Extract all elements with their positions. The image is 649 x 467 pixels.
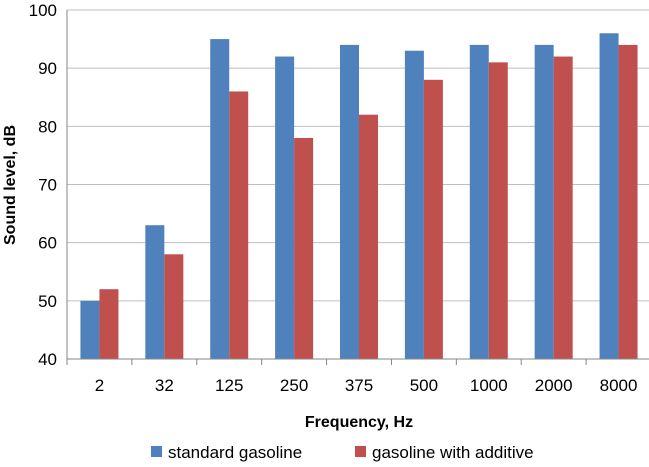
bar-standard-gasoline-250 <box>275 56 295 360</box>
y-axis-title: Sound level, dB <box>2 125 19 245</box>
bar-standard-gasoline-2 <box>80 300 100 359</box>
y-tick-label: 40 <box>38 350 57 369</box>
y-tick-label: 60 <box>38 234 57 253</box>
bar-gasoline-with-additive-2 <box>99 289 119 359</box>
bar-gasoline-with-additive-375 <box>359 114 378 359</box>
bar-standard-gasoline-8000 <box>599 33 619 360</box>
y-tick-labels: 40 50 60 70 80 90 100 <box>29 1 57 369</box>
y-tick-label: 100 <box>29 1 57 20</box>
bar-gasoline-with-additive-500 <box>423 79 443 360</box>
y-tick-label: 50 <box>38 292 57 311</box>
legend-label-gasoline-with-additive: gasoline with additive <box>372 443 534 462</box>
y-tick-label: 70 <box>38 176 57 195</box>
x-tick-label: 8000 <box>600 376 638 395</box>
bars <box>80 33 638 360</box>
x-tick-label: 375 <box>345 376 373 395</box>
bar-gasoline-with-additive-1000 <box>488 62 508 359</box>
bar-gasoline-with-additive-125 <box>229 91 249 359</box>
x-tick-label: 32 <box>155 376 174 395</box>
bar-gasoline-with-additive-2000 <box>553 56 573 360</box>
y-tick-label: 90 <box>38 59 57 78</box>
x-tick-label: 2000 <box>535 376 573 395</box>
bar-gasoline-with-additive-250 <box>294 137 314 359</box>
x-tick-label: 500 <box>410 376 438 395</box>
x-axis-title: Frequency, Hz <box>305 414 413 431</box>
legend-label-standard-gasoline: standard gasoline <box>168 443 302 462</box>
bar-standard-gasoline-2000 <box>534 44 554 360</box>
bar-standard-gasoline-125 <box>210 39 230 359</box>
bar-gasoline-with-additive-8000 <box>618 44 638 360</box>
y-tick-label: 80 <box>38 117 57 136</box>
bar-standard-gasoline-32 <box>145 225 165 359</box>
bar-gasoline-with-additive-32 <box>164 254 184 359</box>
legend: standard gasoline gasoline with additive <box>151 443 534 462</box>
x-tick-label: 2 <box>95 376 104 395</box>
x-tick-label: 125 <box>215 376 243 395</box>
x-tick-label: 250 <box>280 376 308 395</box>
legend-swatch-standard-gasoline <box>151 446 162 457</box>
axes <box>66 10 649 365</box>
x-tick-labels: 2 32 125 250 375 500 1000 2000 8000 <box>95 376 638 395</box>
bar-standard-gasoline-375 <box>340 44 359 360</box>
bar-standard-gasoline-500 <box>404 50 424 359</box>
legend-swatch-gasoline-with-additive <box>355 446 366 457</box>
x-tick-label: 1000 <box>470 376 508 395</box>
bar-standard-gasoline-1000 <box>469 44 489 360</box>
